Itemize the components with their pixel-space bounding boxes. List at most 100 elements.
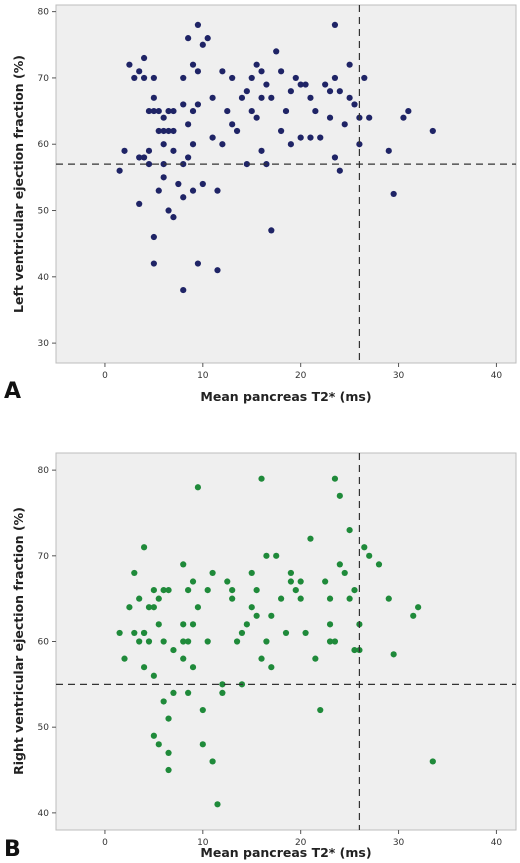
data-point [356,141,363,148]
data-point [297,134,304,141]
data-point [229,121,236,128]
data-point [209,569,216,577]
data-point [204,586,211,594]
x-tick-label: 10 [197,371,209,381]
data-point [258,655,265,662]
x-tick-label: 20 [295,838,307,848]
x-ticks-b: 0 10 20 30 40 [102,830,502,848]
data-point [189,621,197,628]
data-point [326,114,334,121]
x-tick-label: 0 [102,838,108,848]
data-point [131,629,138,637]
data-point [214,801,221,808]
points-b [116,475,436,808]
data-point [209,758,216,765]
data-point [238,94,246,101]
data-point [351,586,358,594]
data-point [366,552,373,559]
data-point [292,586,299,594]
data-point [160,586,167,594]
data-point [326,88,334,95]
data-point [185,586,192,594]
data-point [375,561,383,568]
data-point [346,527,353,534]
data-point [214,187,221,194]
panel-a-left-ventricular: 30 40 50 60 70 80 0 10 20 30 40 Mean pancreas T2*… [4,4,517,404]
plot-area-a [55,4,517,364]
data-point [229,595,236,602]
data-point [282,629,290,637]
y-tick-label: 50 [38,723,50,733]
data-point [189,107,197,115]
data-point [180,655,187,662]
data-point [204,35,211,42]
x-tick-label: 30 [393,371,405,381]
data-point [302,81,309,88]
data-point [185,154,192,161]
data-point [253,612,260,619]
data-point [136,68,143,75]
x-ticks-a: 0 10 20 30 40 [102,363,502,381]
data-point [145,147,153,154]
data-point [165,766,172,774]
data-point [336,88,343,95]
data-point [131,74,138,82]
data-point [140,544,148,551]
data-point [317,134,324,141]
data-point [199,180,206,188]
data-point [150,604,157,611]
data-point [385,595,392,602]
x-tick-label: 10 [197,838,209,848]
data-point [140,154,148,161]
data-point [346,94,353,101]
data-point [429,127,436,135]
data-point [116,629,123,637]
x-axis-title-a: Mean pancreas T2* (ms) [200,389,371,404]
data-point [258,147,265,154]
data-point [258,68,265,75]
data-point [170,214,177,221]
y-tick-label: 60 [38,638,50,648]
data-point [229,74,236,82]
data-point [336,492,343,499]
y-axis-title-b: Right ventricular ejection fraction (%) [11,507,26,775]
data-point [248,107,255,115]
data-point [194,21,202,28]
data-point [194,484,202,491]
data-point [331,475,339,482]
data-point [150,107,157,115]
data-point [282,107,290,115]
data-point [224,107,231,115]
data-point [136,595,143,602]
data-point [209,134,216,141]
data-point [253,114,260,121]
x-tick-label: 40 [491,838,503,848]
data-point [326,595,334,602]
data-point [180,638,187,645]
data-point [219,689,226,697]
data-point [155,187,162,194]
data-point [155,107,162,115]
points-a [116,21,436,294]
data-point [351,101,358,108]
data-point [263,638,270,645]
panel-label-a: A [4,379,21,404]
data-point [415,604,422,611]
data-point [302,629,309,637]
x-tick-label: 20 [295,371,307,381]
data-point [189,578,197,585]
data-point [189,61,197,68]
panel-label-b: B [4,837,21,862]
data-point [258,475,265,482]
data-point [165,586,172,594]
data-point [189,141,197,148]
data-point [180,74,187,82]
data-point [180,561,187,568]
data-point [160,141,167,148]
data-point [233,638,241,645]
data-point [263,552,270,559]
data-point [180,161,187,168]
data-point [170,127,177,135]
y-tick-label: 70 [38,552,50,562]
